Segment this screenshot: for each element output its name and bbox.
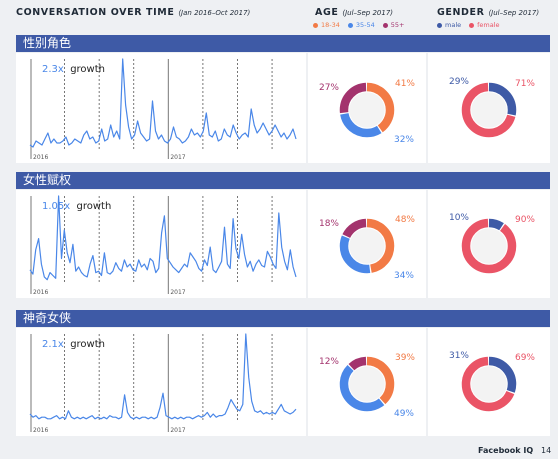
donut-center: [349, 366, 385, 402]
donut-slice: [339, 82, 395, 138]
legend-dot-icon: [382, 22, 388, 28]
legend-dot-icon: [313, 22, 318, 28]
age-panel-1: 41% 32% 27%: [308, 53, 426, 163]
year-label: 2017: [170, 154, 185, 161]
age-legend-label: 18-34: [321, 21, 340, 29]
line-chart-2: 2016 2017 1.05x growth: [29, 195, 297, 296]
legend-dot-icon: [469, 22, 475, 28]
donut-slice: [461, 218, 517, 274]
slice-label: 18%: [319, 219, 339, 229]
section-header-1: 性别角色: [16, 35, 550, 52]
donut-slice: [461, 218, 517, 274]
gender-donut-3: 31% 69%: [449, 351, 535, 412]
donut-slice: [339, 82, 395, 138]
gender-legend-label: female: [477, 21, 500, 29]
gender-title: GENDER (Jul–Sep 2017): [437, 7, 539, 18]
donut-slice: [339, 218, 395, 274]
age-title: AGE (Jul–Sep 2017): [315, 7, 393, 18]
donut-center: [471, 92, 507, 128]
series-line: [29, 58, 297, 148]
age-legend-label: 55+: [390, 21, 405, 29]
growth-label: growth: [77, 201, 112, 212]
line-panel-1: 2016 2017 2.3x growth: [16, 53, 306, 163]
donut-slice: [339, 356, 395, 412]
growth-label: growth: [70, 339, 105, 350]
legend-dot-icon: [437, 22, 442, 28]
slice-label: 27%: [319, 83, 339, 93]
section-header-3: 神奇女侠: [16, 310, 550, 327]
age-legend: 18-34 35-54 55+: [313, 21, 405, 29]
growth-label: growth: [70, 64, 105, 75]
donut-slice: [339, 356, 395, 412]
year-label: 2016: [33, 154, 48, 161]
age-title-sub: (Jul–Sep 2017): [342, 9, 394, 17]
gender-legend-label: male: [445, 21, 462, 29]
age-title-main: AGE: [315, 7, 339, 18]
slice-label: 90%: [515, 215, 535, 225]
gender-donut-1: 29% 71%: [449, 77, 535, 138]
slice-label: 31%: [449, 351, 469, 361]
growth-value: 2.3x: [42, 64, 64, 75]
growth-value: 2.1x: [42, 339, 64, 350]
gender-donut-2: 10% 90%: [449, 213, 535, 274]
age-donut-2: 48% 34% 18%: [319, 215, 415, 281]
slice-label: 34%: [394, 271, 414, 281]
gender-title-main: GENDER: [437, 7, 485, 18]
brand-logo: Facebook IQ: [478, 446, 534, 455]
series-line: [29, 195, 297, 281]
year-label: 2017: [170, 427, 185, 434]
line-chart-3: 2016 2017 2.1x growth: [29, 333, 297, 434]
slice-label: 32%: [394, 135, 414, 145]
year-label: 2016: [33, 427, 48, 434]
growth-value: 1.05x: [42, 201, 70, 212]
slice-label: 69%: [515, 353, 535, 363]
age-panel-3: 39% 49% 12%: [308, 328, 426, 436]
gender-panel-2: 10% 90%: [428, 190, 550, 298]
donut-slice: [461, 356, 517, 412]
gender-panel-1: 29% 71%: [428, 53, 550, 163]
year-label: 2016: [33, 289, 48, 296]
gender-title-sub: (Jul–Sep 2017): [488, 9, 540, 17]
donut-center: [349, 228, 385, 264]
slice-label: 48%: [395, 215, 415, 225]
gender-panel-3: 31% 69%: [428, 328, 550, 436]
slice-label: 29%: [449, 77, 469, 87]
age-legend-item: 35-54: [347, 21, 375, 29]
age-legend-item: 55+: [382, 21, 405, 29]
slice-label: 10%: [449, 213, 469, 223]
year-label: 2017: [170, 289, 185, 296]
age-donut-1: 41% 32% 27%: [319, 79, 415, 145]
slice-label: 49%: [394, 409, 414, 419]
donut-center: [471, 366, 507, 402]
age-donut-3: 39% 49% 12%: [319, 353, 415, 419]
age-legend-item: 18-34: [313, 21, 340, 29]
donut-center: [471, 228, 507, 264]
slice-label: 71%: [515, 79, 535, 89]
donut-slice: [461, 82, 517, 138]
series-line: [29, 333, 297, 420]
slice-label: 12%: [319, 357, 339, 367]
slice-label: 39%: [395, 353, 415, 363]
page-number: 14: [541, 446, 552, 455]
donut-slice: [339, 218, 395, 274]
age-panel-2: 48% 34% 18%: [308, 190, 426, 298]
line-panel-3: 2016 2017 2.1x growth: [16, 328, 306, 436]
donut-slice: [461, 356, 517, 412]
gender-legend-item: male: [437, 21, 461, 29]
donut-slice: [339, 82, 395, 138]
gender-legend-item: female: [469, 21, 500, 29]
gender-legend: male female: [437, 21, 500, 29]
line-panel-2: 2016 2017 1.05x growth: [16, 190, 306, 298]
chart-title: CONVERSATION OVER TIME (Jan 2016–Oct 201…: [16, 7, 250, 18]
age-legend-label: 35-54: [355, 21, 375, 29]
section-header-2: 女性赋权: [16, 172, 550, 189]
donut-center: [349, 92, 385, 128]
line-chart-1: 2016 2017 2.3x growth: [29, 58, 297, 161]
slice-label: 41%: [395, 79, 415, 89]
donut-slice: [461, 82, 517, 138]
chart-title-main: CONVERSATION OVER TIME: [16, 7, 175, 18]
chart-title-sub: (Jan 2016–Oct 2017): [178, 9, 251, 17]
legend-dot-icon: [347, 22, 353, 28]
